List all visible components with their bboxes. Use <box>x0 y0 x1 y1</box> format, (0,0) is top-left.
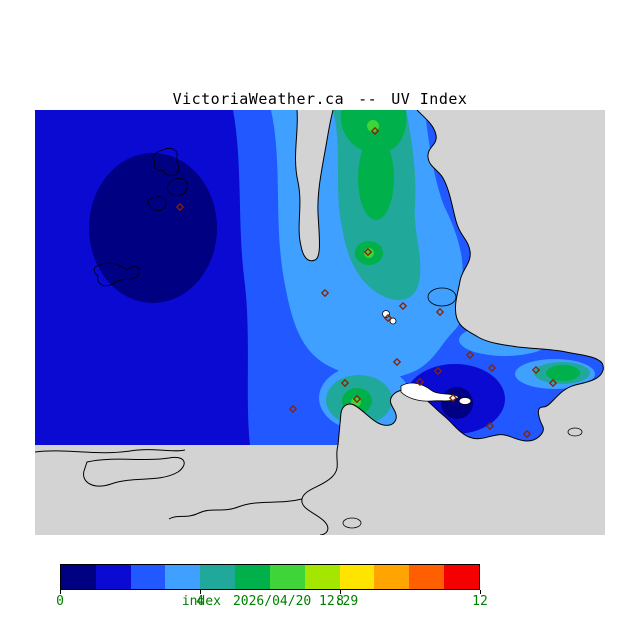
small-island <box>389 317 397 325</box>
water-details <box>382 310 472 405</box>
colorbar-tick-mark <box>480 590 481 594</box>
station-marker <box>435 307 445 317</box>
station-marker <box>370 126 380 136</box>
station-marker <box>448 393 458 403</box>
coastline-south-island <box>83 456 185 487</box>
colorbar-unit-label: index <box>181 594 221 609</box>
coastline-islet <box>567 427 583 437</box>
station-marker <box>485 421 495 431</box>
harbour-water <box>400 382 460 402</box>
coastlines <box>35 110 604 535</box>
colorbar <box>60 564 480 590</box>
title-separator: -- <box>358 90 378 108</box>
colorbar-tick-label: 4 <box>196 594 204 609</box>
station-marker <box>340 378 350 388</box>
map-area <box>35 110 605 535</box>
colorbar-segment <box>409 565 445 589</box>
station-marker <box>433 366 443 376</box>
contour-low-ellipse <box>89 153 217 303</box>
harbour-water <box>458 397 472 405</box>
colorbar-tick-label: 12 <box>472 594 488 609</box>
timestamp: 2026/04/20 12:29 <box>232 594 359 609</box>
colorbar-segment <box>165 565 201 589</box>
station-marker <box>415 377 425 387</box>
station-marker <box>548 378 558 388</box>
colorbar-tick-label: 0 <box>56 594 64 609</box>
colorbar-tick-mark <box>60 590 61 594</box>
station-marker <box>531 365 541 375</box>
station-marker <box>398 301 408 311</box>
contour-patch <box>546 365 580 381</box>
page-title: VictoriaWeather.ca -- UV Index <box>35 90 605 108</box>
station-marker <box>175 202 185 212</box>
station-marker <box>487 363 497 373</box>
colorbar-segment <box>269 565 305 589</box>
colorbar-footer: index 2026/04/20 12:29 <box>182 594 358 609</box>
colorbar-segment <box>444 565 479 589</box>
colorbar-segment <box>61 565 96 589</box>
coastline-peninsula-west <box>168 498 303 520</box>
colorbar-segment <box>339 565 375 589</box>
colorbar-tick-label: 8 <box>336 594 344 609</box>
coastline-island-outline <box>427 287 457 307</box>
colorbar-segment <box>95 565 131 589</box>
station-marker <box>392 357 402 367</box>
coastline-islands-west <box>93 262 140 287</box>
coastline-south-shore <box>35 449 186 454</box>
colorbar-tick-mark <box>199 590 201 594</box>
station-marker <box>522 429 532 439</box>
station-marker <box>363 247 373 257</box>
station-marker <box>465 350 475 360</box>
colorbar-tick-row: index 2026/04/20 12:29 0 4 8 12 <box>56 590 488 612</box>
colorbar-segment <box>374 565 410 589</box>
station-markers-layer <box>175 126 558 439</box>
coastline-islands-northwest <box>147 196 167 211</box>
colorbar-segment <box>304 565 340 589</box>
site-name: VictoriaWeather.ca <box>172 90 345 108</box>
colorbar-tick-mark <box>340 590 341 594</box>
map-subject: UV Index <box>391 90 468 108</box>
station-marker <box>288 404 298 414</box>
uv-index-map <box>35 110 605 535</box>
coastline-islands-northwest <box>167 178 188 197</box>
colorbar-segment <box>130 565 166 589</box>
station-marker <box>352 394 362 404</box>
contour-patch <box>358 136 394 220</box>
colorbar-segment <box>200 565 236 589</box>
station-marker <box>383 313 393 323</box>
coastline-east-shore <box>337 110 604 446</box>
colorbar-segment <box>235 565 270 589</box>
coastline-saanich-inlet <box>295 110 334 262</box>
coastline-islet <box>342 517 362 529</box>
station-marker <box>320 288 330 298</box>
coastline-islands-northwest <box>152 148 180 176</box>
